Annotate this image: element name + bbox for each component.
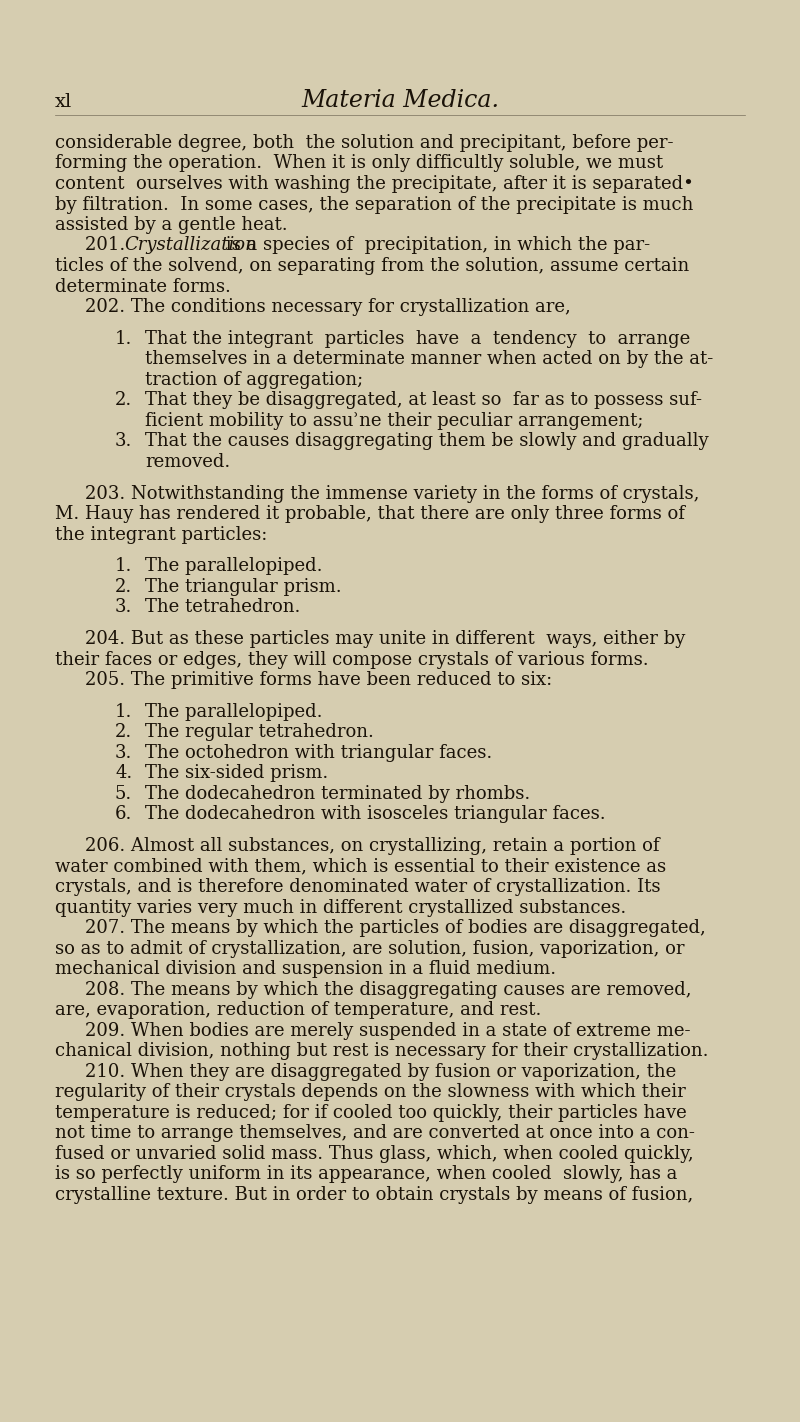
Text: The octohedron with triangular faces.: The octohedron with triangular faces. <box>145 744 492 762</box>
Text: content  ourselves with washing the precipitate, after it is separated•: content ourselves with washing the preci… <box>55 175 694 193</box>
Text: That they be disaggregated, at least so  far as to possess suf-: That they be disaggregated, at least so … <box>145 391 702 410</box>
Text: M. Hauy has rendered it probable, that there are only three forms of: M. Hauy has rendered it probable, that t… <box>55 505 685 523</box>
Text: 1.: 1. <box>115 557 132 576</box>
Text: 207. The means by which the particles of bodies are disaggregated,: 207. The means by which the particles of… <box>85 919 706 937</box>
Text: forming the operation.  When it is only difficultly soluble, we must: forming the operation. When it is only d… <box>55 155 663 172</box>
Text: That the causes disaggregating them be slowly and gradually: That the causes disaggregating them be s… <box>145 432 709 451</box>
Text: The dodecahedron with isosceles triangular faces.: The dodecahedron with isosceles triangul… <box>145 805 606 823</box>
Text: removed.: removed. <box>145 452 230 471</box>
Text: chanical division, nothing but rest is necessary for their crystallization.: chanical division, nothing but rest is n… <box>55 1042 709 1061</box>
Text: 204. But as these particles may unite in different  ways, either by: 204. But as these particles may unite in… <box>85 630 686 648</box>
Text: 2.: 2. <box>115 391 132 410</box>
Text: 203. Notwithstanding the immense variety in the forms of crystals,: 203. Notwithstanding the immense variety… <box>85 485 699 502</box>
Text: 2.: 2. <box>115 724 132 741</box>
Text: crystalline texture. But in order to obtain crystals by means of fusion,: crystalline texture. But in order to obt… <box>55 1186 694 1203</box>
Text: fused or unvaried solid mass. Thus glass, which, when cooled quickly,: fused or unvaried solid mass. Thus glass… <box>55 1145 694 1163</box>
Text: The triangular prism.: The triangular prism. <box>145 577 342 596</box>
Text: 202. The conditions necessary for crystallization are,: 202. The conditions necessary for crysta… <box>85 299 570 316</box>
Text: temperature is reduced; for if cooled too quickly, their particles have: temperature is reduced; for if cooled to… <box>55 1103 686 1122</box>
Text: regularity of their crystals depends on the slowness with which their: regularity of their crystals depends on … <box>55 1084 686 1101</box>
Text: considerable degree, both  the solution and precipitant, before per-: considerable degree, both the solution a… <box>55 134 674 152</box>
Text: assisted by a gentle heat.: assisted by a gentle heat. <box>55 216 288 235</box>
Text: by filtration.  In some cases, the separation of the precipitate is much: by filtration. In some cases, the separa… <box>55 195 694 213</box>
Text: 5.: 5. <box>115 785 132 803</box>
Text: the integrant particles:: the integrant particles: <box>55 526 267 543</box>
Text: 209. When bodies are merely suspended in a state of extreme me-: 209. When bodies are merely suspended in… <box>85 1021 690 1039</box>
Text: That the integrant  particles  have  a  tendency  to  arrange: That the integrant particles have a tend… <box>145 330 690 348</box>
Text: The parallelopiped.: The parallelopiped. <box>145 557 322 576</box>
Text: 206. Almost all substances, on crystallizing, retain a portion of: 206. Almost all substances, on crystalli… <box>85 838 659 855</box>
Text: not time to arrange themselves, and are converted at once into a con-: not time to arrange themselves, and are … <box>55 1125 695 1142</box>
Text: water combined with them, which is essential to their existence as: water combined with them, which is essen… <box>55 857 666 876</box>
Text: The six-sided prism.: The six-sided prism. <box>145 765 328 782</box>
Text: 1.: 1. <box>115 330 132 348</box>
Text: so as to admit of crystallization, are solution, fusion, vaporization, or: so as to admit of crystallization, are s… <box>55 940 685 957</box>
Text: 3.: 3. <box>115 744 132 762</box>
Text: 208. The means by which the disaggregating causes are removed,: 208. The means by which the disaggregati… <box>85 981 691 998</box>
Text: ticles of the solvend, on separating from the solution, assume certain: ticles of the solvend, on separating fro… <box>55 257 690 274</box>
Text: ficient mobility to assuʾne their peculiar arrangement;: ficient mobility to assuʾne their peculi… <box>145 412 643 429</box>
Text: 2.: 2. <box>115 577 132 596</box>
Text: determinate forms.: determinate forms. <box>55 277 231 296</box>
Text: 1.: 1. <box>115 702 132 721</box>
Text: traction of aggregation;: traction of aggregation; <box>145 371 363 388</box>
Text: themselves in a determinate manner when acted on by the at-: themselves in a determinate manner when … <box>145 350 714 368</box>
Text: 205. The primitive forms have been reduced to six:: 205. The primitive forms have been reduc… <box>85 671 552 690</box>
Text: The dodecahedron terminated by rhombs.: The dodecahedron terminated by rhombs. <box>145 785 530 803</box>
Text: The tetrahedron.: The tetrahedron. <box>145 599 300 616</box>
Text: 6.: 6. <box>115 805 132 823</box>
Text: xl: xl <box>55 92 72 111</box>
Text: The parallelopiped.: The parallelopiped. <box>145 702 322 721</box>
Text: Crystallization: Crystallization <box>124 236 257 255</box>
Text: is so perfectly uniform in its appearance, when cooled  slowly, has a: is so perfectly uniform in its appearanc… <box>55 1165 678 1183</box>
Text: 4.: 4. <box>115 765 132 782</box>
Text: The regular tetrahedron.: The regular tetrahedron. <box>145 724 374 741</box>
Text: 201.: 201. <box>85 236 131 255</box>
Text: their faces or edges, they will compose crystals of various forms.: their faces or edges, they will compose … <box>55 651 649 668</box>
Text: Materia Medica.: Materia Medica. <box>301 90 499 112</box>
Text: 210. When they are disaggregated by fusion or vaporization, the: 210. When they are disaggregated by fusi… <box>85 1062 676 1081</box>
Text: quantity varies very much in different crystallized substances.: quantity varies very much in different c… <box>55 899 626 917</box>
Text: are, evaporation, reduction of temperature, and rest.: are, evaporation, reduction of temperatu… <box>55 1001 542 1020</box>
Text: 3.: 3. <box>115 432 132 451</box>
Text: mechanical division and suspension in a fluid medium.: mechanical division and suspension in a … <box>55 960 556 978</box>
Text: 3.: 3. <box>115 599 132 616</box>
Text: is a species of  precipitation, in which the par-: is a species of precipitation, in which … <box>220 236 650 255</box>
Text: crystals, and is therefore denominated water of crystallization. Its: crystals, and is therefore denominated w… <box>55 879 661 896</box>
